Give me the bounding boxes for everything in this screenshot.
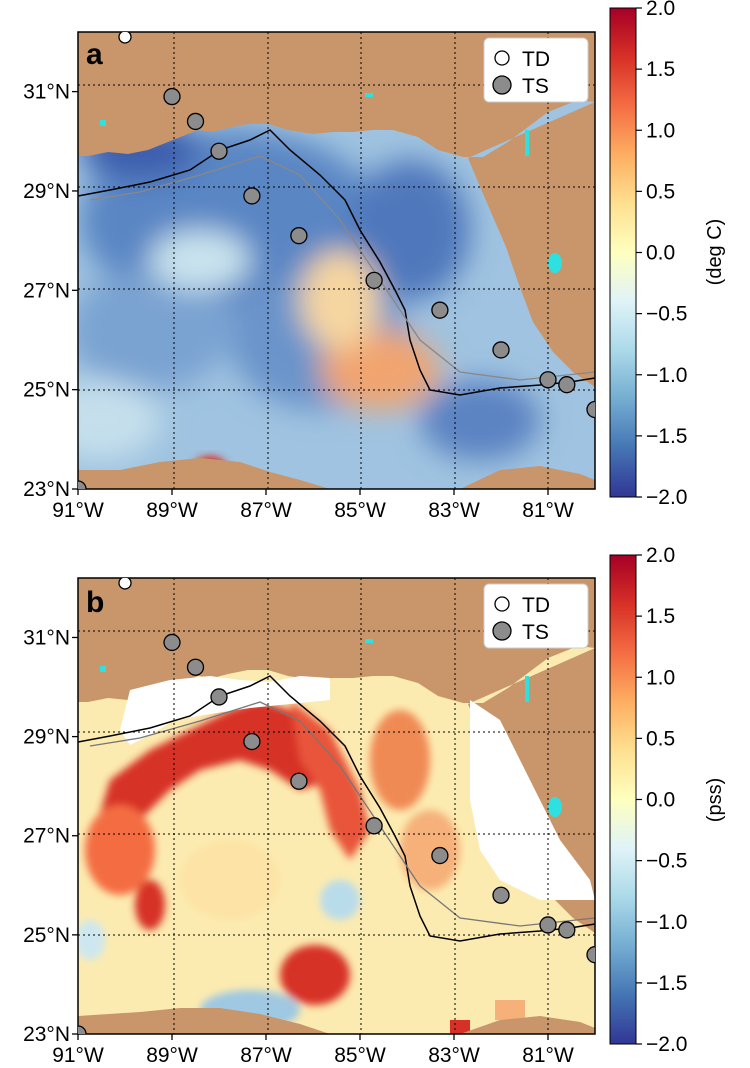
ts-storm-marker (365, 271, 383, 290)
panel-a-storm-track (78, 32, 595, 489)
panel-b-label: b (86, 586, 104, 619)
ts-storm-marker (163, 633, 181, 652)
colorbar-tick-label: −2.0 (646, 486, 687, 509)
td-storm-marker (118, 578, 132, 590)
panel-b-storm-track (78, 578, 595, 1034)
panel-a-legend: TD TS (483, 37, 589, 103)
ts-storm-marker (186, 658, 205, 676)
ts-storm-marker (558, 921, 576, 939)
panel-b-axis-ticks: 31°N 29°N 27°N 25°N 23°N91°W 89°W 87°W 85°W 83°W… (23, 626, 574, 1067)
colorbar-tick-label: 0.5 (646, 180, 675, 203)
lat-tick-label: 29°N (23, 180, 70, 203)
lon-tick-label: 81°W (522, 1044, 574, 1067)
panel-a-colorbar: 2.0 1.5 1.0 0.5 0.0 −0.5 −1.0 −1.5 −2.0 (deg C) (609, 0, 726, 509)
lat-tick-label: 29°N (23, 726, 70, 749)
td-legend-marker (494, 50, 510, 66)
colorbar-tick-label: 0.0 (646, 789, 675, 812)
panel-b-colorbar-label: (pss) (704, 778, 726, 822)
lat-tick-label: 23°N (23, 1023, 70, 1046)
colorbar-tick-label: −0.5 (646, 850, 687, 873)
ts-legend-marker (492, 75, 512, 95)
panel-b-colorbar: 2.0 1.5 1.0 0.5 0.0 −0.5 −1.0 −1.5 −2.0 (pss) (609, 544, 726, 1056)
lon-tick-label: 83°W (428, 499, 480, 522)
lon-tick-label: 81°W (522, 499, 574, 522)
lon-tick-label: 85°W (334, 499, 386, 522)
colorbar-tick-label: −1.0 (646, 364, 687, 387)
lat-tick-label: 25°N (23, 924, 70, 947)
panel-a-label: a (86, 38, 103, 71)
ts-storm-marker (586, 946, 595, 964)
panel-b: b 31°N 29°N 27°N 25°N 23°N91°W 89°W 87°W 85°W 83… (23, 544, 726, 1067)
panel-a-axis-ticks: 31°N 29°N 27°N 25°N 23°N91°W 89°W 87°W 85°W 83°W… (23, 81, 574, 522)
ts-storm-marker (492, 886, 510, 904)
lat-tick-label: 27°N (23, 279, 70, 302)
lon-tick-label: 91°W (52, 499, 104, 522)
ts-storm-marker (210, 142, 228, 160)
colorbar-tick-label: 1.5 (646, 58, 675, 81)
colorbar-tick-label: −2.0 (646, 1033, 687, 1056)
colorbar-tick-label: 1.0 (646, 666, 675, 689)
ts-storm-marker (290, 227, 308, 245)
lon-tick-label: 91°W (52, 1044, 104, 1067)
panel-b-grid (78, 578, 595, 1034)
ts-storm-marker (431, 846, 449, 865)
colorbar-tick-label: 1.0 (646, 119, 675, 142)
legend-ts-label: TS (522, 621, 549, 644)
legend-td-label: TD (522, 48, 550, 71)
panel-b-field (78, 578, 595, 1034)
ts-storm-marker (365, 817, 383, 835)
ts-storm-marker (186, 112, 205, 131)
ts-storm-marker (558, 376, 576, 394)
legend-ts-label: TS (522, 75, 549, 98)
ts-storm-marker (290, 772, 308, 790)
ts-storm-marker (539, 371, 557, 389)
lat-tick-label: 25°N (23, 379, 70, 402)
colorbar-tick-label: 1.5 (646, 605, 675, 628)
ts-storm-marker (243, 187, 261, 205)
colorbar-tick-label: 0.0 (646, 242, 675, 265)
colorbar-tick-label: −0.5 (646, 303, 687, 326)
lat-tick-label: 23°N (23, 478, 70, 501)
lat-tick-label: 31°N (23, 626, 70, 649)
ts-storm-marker (78, 1025, 87, 1034)
colorbar-tick-label: −1.5 (646, 972, 687, 995)
colorbar-tick-label: 0.5 (646, 727, 675, 750)
lon-tick-label: 87°W (240, 499, 292, 522)
ts-storm-marker (431, 301, 449, 319)
ts-storm-marker (492, 341, 510, 359)
ts-storm-marker (210, 688, 228, 706)
ts-storm-marker (163, 87, 181, 106)
legend-td-label: TD (522, 594, 550, 617)
panel-b-legend: TD TS (483, 583, 589, 649)
td-storm-marker (118, 32, 132, 44)
lon-tick-label: 83°W (428, 1044, 480, 1067)
ts-legend-marker (492, 621, 512, 641)
lon-tick-label: 87°W (240, 1044, 292, 1067)
ts-storm-marker (586, 400, 595, 419)
colorbar-tick-label: −1.0 (646, 911, 687, 934)
ts-storm-marker (243, 732, 261, 751)
colorbar-tick-label: 2.0 (646, 0, 675, 20)
lon-tick-label: 85°W (334, 1044, 386, 1067)
lon-tick-label: 89°W (146, 499, 198, 522)
lat-tick-label: 27°N (23, 825, 70, 848)
panel-a-colorbar-label: (deg C) (704, 219, 726, 286)
colorbar-tick-label: 2.0 (646, 544, 675, 567)
panel-a: a 31°N 29°N 27°N 25°N 23°N91°W 89°W 87°W 85°W 83… (23, 0, 726, 522)
lon-tick-label: 89°W (146, 1044, 198, 1067)
colorbar-tick-label: −1.5 (646, 425, 687, 448)
ts-storm-marker (539, 916, 557, 934)
td-legend-marker (494, 596, 510, 612)
ts-storm-marker (78, 480, 87, 489)
lat-tick-label: 31°N (23, 81, 70, 104)
